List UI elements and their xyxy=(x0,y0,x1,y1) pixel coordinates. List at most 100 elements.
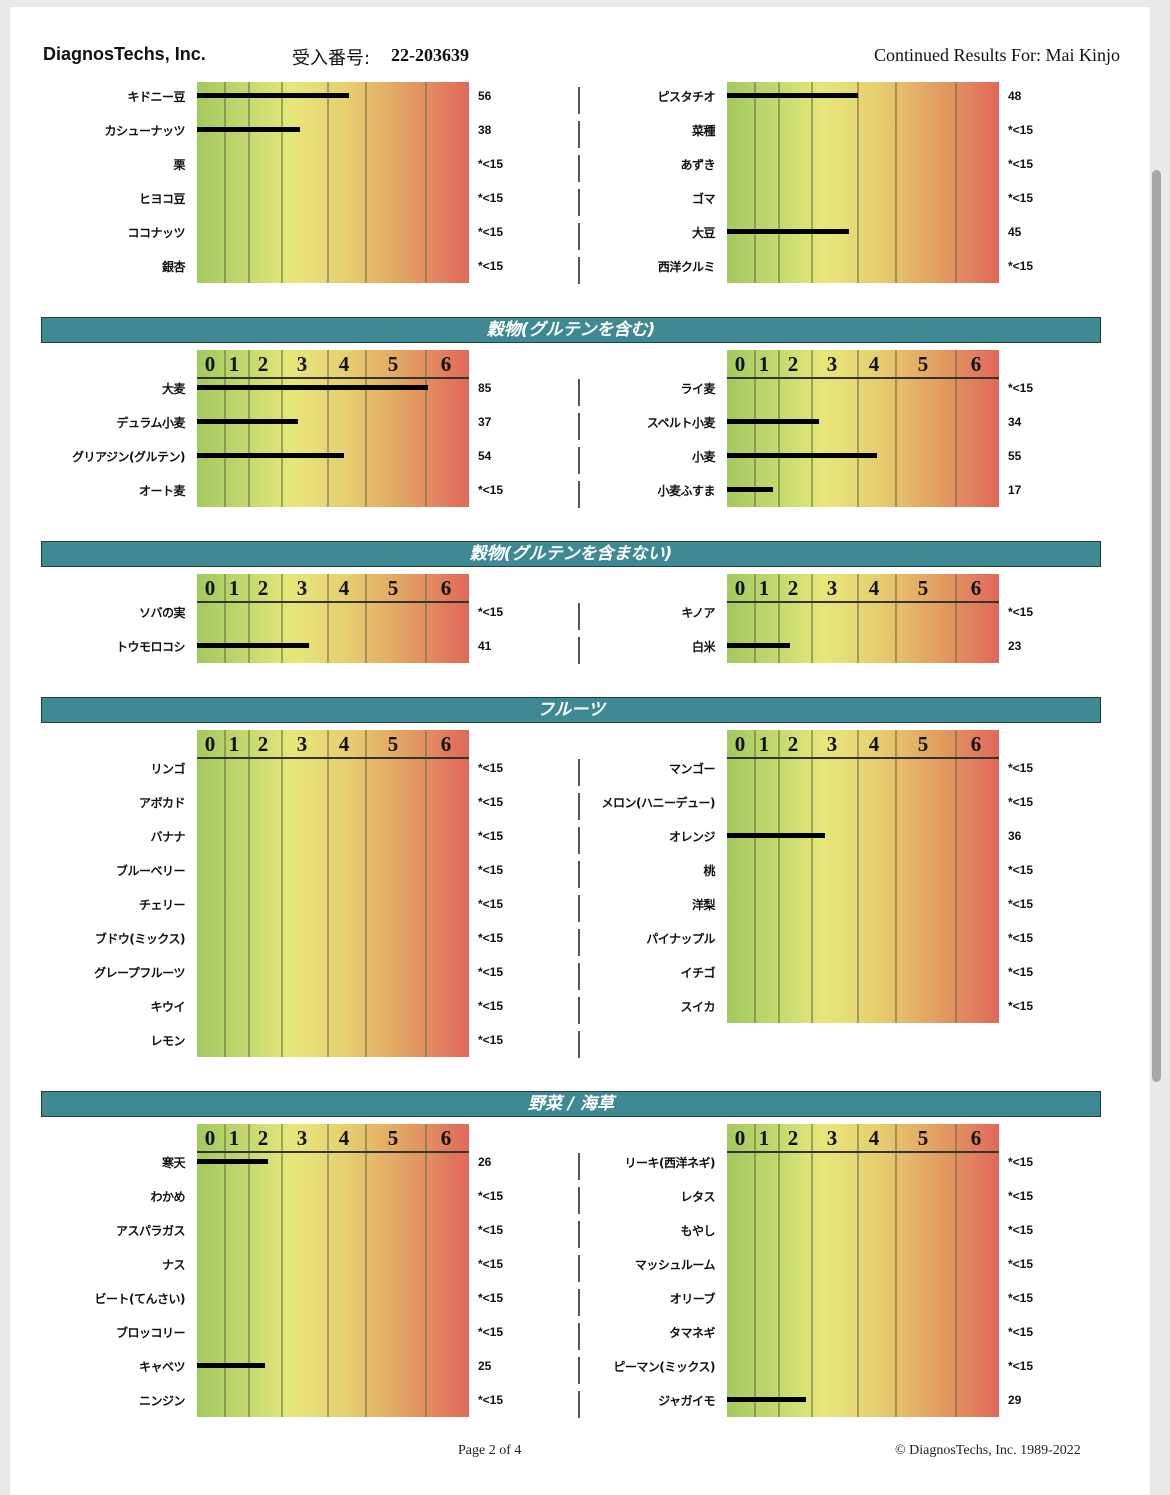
result-bar xyxy=(197,419,298,424)
section-header: 穀物(グルテンを含む) xyxy=(41,317,1101,343)
allergen-value: *<15 xyxy=(1008,863,1034,877)
allergen-label: 大豆 xyxy=(691,226,716,240)
gradient-scale xyxy=(727,350,999,507)
row-divider xyxy=(578,603,580,630)
allergen-label: オレンジ xyxy=(668,830,716,844)
gradient-scale xyxy=(727,730,999,1023)
gridline xyxy=(754,82,756,283)
allergen-value: 41 xyxy=(478,639,492,653)
scale-tick-label: 1 xyxy=(228,352,240,376)
scale-tick-label: 4 xyxy=(868,732,880,756)
scale-tick-label: 1 xyxy=(758,732,770,756)
patient-name-header: Continued Results For: Mai Kinjo xyxy=(873,45,1120,65)
allergen-value: *<15 xyxy=(478,605,504,619)
gridline xyxy=(895,82,897,283)
allergen-value: *<15 xyxy=(478,1257,504,1271)
result-bar xyxy=(727,643,790,648)
gridline xyxy=(224,574,226,663)
gridline xyxy=(857,730,859,1023)
allergen-value: *<15 xyxy=(1008,1359,1034,1373)
scale-tick-label: 0 xyxy=(734,1126,746,1150)
allergen-label: ココナッツ xyxy=(127,226,185,240)
allergen-value: *<15 xyxy=(1008,381,1034,395)
gridline xyxy=(778,1124,780,1417)
allergen-value: 56 xyxy=(478,89,492,103)
allergen-label: ブロッコリー xyxy=(115,1326,186,1340)
allergen-label: キウイ xyxy=(150,1000,185,1014)
scale-tick-label: 5 xyxy=(387,732,399,756)
row-divider xyxy=(578,861,580,888)
allergen-value: *<15 xyxy=(1008,1257,1034,1271)
allergen-label: ライ麦 xyxy=(680,382,715,396)
gridline xyxy=(811,730,813,1023)
allergen-label: オリーブ xyxy=(669,1292,716,1306)
accession-label: 受入番号: xyxy=(292,48,371,69)
row-divider xyxy=(578,827,580,854)
scale-tick-label: 1 xyxy=(758,1126,770,1150)
allergen-value: *<15 xyxy=(478,863,504,877)
scale-tick-label: 6 xyxy=(970,352,982,376)
allergen-label: ピーマン(ミックス) xyxy=(613,1360,715,1374)
allergen-label: ピスタチオ xyxy=(657,90,715,104)
result-bar xyxy=(197,385,429,390)
allergen-label: 寒天 xyxy=(161,1156,186,1170)
row-divider xyxy=(578,759,580,786)
gridline xyxy=(754,350,756,507)
allergen-value: *<15 xyxy=(1008,123,1034,137)
gridline xyxy=(224,350,226,507)
vertical-scrollbar[interactable] xyxy=(1152,170,1161,1082)
gridline xyxy=(365,730,367,1057)
row-divider xyxy=(578,1391,580,1418)
gridline xyxy=(425,82,427,283)
gridline xyxy=(955,350,957,507)
row-divider xyxy=(578,1323,580,1350)
scale-tick-label: 4 xyxy=(338,352,350,376)
gridline xyxy=(327,1124,329,1417)
allergen-value: *<15 xyxy=(1008,1155,1034,1169)
scale-tick-label: 6 xyxy=(970,576,982,600)
gridline xyxy=(955,574,957,663)
gridline xyxy=(955,82,957,283)
gridline xyxy=(365,82,367,283)
copyright: © DiagnosTechs, Inc. 1989-2022 xyxy=(895,1443,1081,1458)
scale-axis-line xyxy=(197,377,469,379)
allergen-value: *<15 xyxy=(478,965,504,979)
result-bar xyxy=(727,1397,806,1402)
scale-tick-label: 1 xyxy=(228,1126,240,1150)
row-divider xyxy=(578,223,580,250)
scale-tick-label: 3 xyxy=(296,576,308,600)
allergen-value: *<15 xyxy=(1008,1325,1034,1339)
allergen-label: 洋梨 xyxy=(691,898,716,912)
gridline xyxy=(365,350,367,507)
result-bar xyxy=(727,453,877,458)
result-bar xyxy=(197,1363,265,1368)
scale-axis-line xyxy=(727,1151,999,1153)
scale-tick-label: 0 xyxy=(204,576,216,600)
gridline xyxy=(778,730,780,1023)
row-divider xyxy=(578,997,580,1024)
allergen-label: 白米 xyxy=(691,640,716,654)
result-bar xyxy=(197,1159,268,1164)
scale-axis-line xyxy=(727,601,999,603)
gridline xyxy=(857,350,859,507)
scale-tick-label: 3 xyxy=(296,352,308,376)
gradient-scale xyxy=(197,1124,469,1417)
scale-tick-label: 4 xyxy=(338,732,350,756)
allergen-label: メロン(ハニーデュー) xyxy=(601,796,716,810)
section-header: 穀物(グルテンを含まない) xyxy=(41,541,1101,567)
row-divider xyxy=(578,413,580,440)
scale-tick-label: 5 xyxy=(917,352,929,376)
scale-tick-label: 0 xyxy=(204,1126,216,1150)
allergen-value: 29 xyxy=(1008,1393,1022,1407)
gridline xyxy=(857,574,859,663)
gridline xyxy=(895,574,897,663)
gridline xyxy=(811,350,813,507)
allergen-label: レタス xyxy=(680,1190,715,1204)
allergen-value: 55 xyxy=(1008,449,1022,463)
gradient-scale xyxy=(197,574,469,663)
